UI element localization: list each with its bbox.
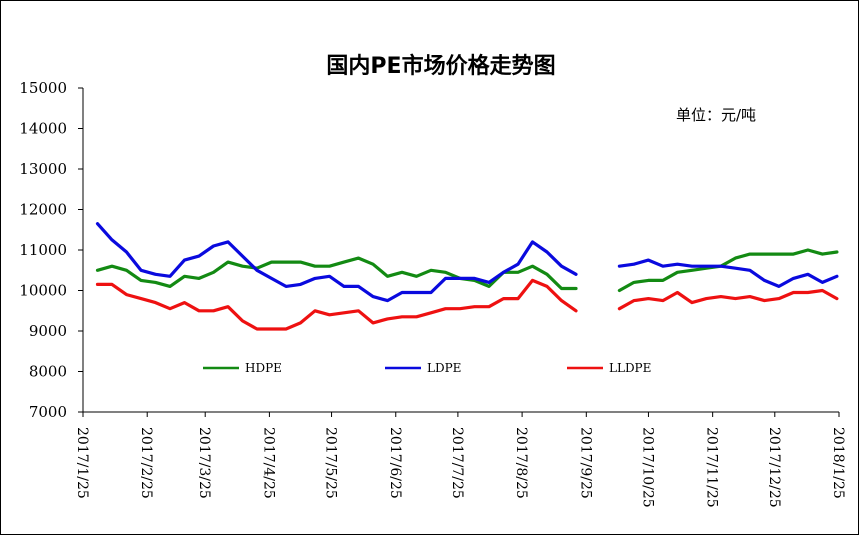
y-tick-label: 9000	[29, 322, 67, 340]
y-tick-label: 13000	[19, 160, 67, 178]
x-tick-label: 2017/6/25	[387, 427, 403, 499]
x-tick-label: 2017/12/25	[766, 427, 782, 508]
y-tick-label: 8000	[29, 363, 67, 381]
y-tick-label: 11000	[19, 241, 67, 259]
series-line	[95, 222, 578, 303]
series-line	[95, 256, 578, 291]
series-line	[617, 258, 839, 288]
unit-label: 单位：元/吨	[676, 106, 756, 124]
axes: 15000 14000 13000 12000 11000 10000 9000 8000 70…	[19, 79, 846, 508]
y-tick-label: 7000	[29, 403, 67, 421]
x-tick-label: 2017/8/25	[513, 427, 529, 499]
x-tick-label: 2017/7/25	[449, 427, 465, 499]
x-tick-label: 2017/11/25	[704, 427, 720, 508]
x-tick-label: 2017/2/25	[138, 427, 154, 499]
series-lldpe	[95, 278, 839, 331]
series-line	[617, 288, 839, 311]
y-tick-label: 14000	[19, 120, 67, 138]
x-tick-label: 2018/1/25	[830, 427, 846, 499]
series-ldpe	[95, 222, 839, 303]
x-tick-label: 2017/9/25	[577, 427, 593, 499]
x-tick-label: 2017/3/25	[196, 427, 212, 499]
series-line	[95, 278, 578, 331]
series-layer	[95, 222, 839, 331]
x-tick-label: 2017/1/25	[74, 427, 90, 499]
series-line	[617, 248, 839, 293]
legend: HDPE LDPE LLDPE	[203, 361, 651, 375]
x-tick-label: 2017/4/25	[260, 427, 276, 499]
legend-label: LLDPE	[609, 361, 651, 375]
y-tick-label: 12000	[19, 201, 67, 219]
legend-label: HDPE	[245, 361, 282, 375]
y-tick-label: 15000	[19, 79, 67, 97]
legend-label: LDPE	[427, 361, 461, 375]
chart-title: 国内PE市场价格走势图	[326, 53, 555, 79]
y-tick-label: 10000	[19, 282, 67, 300]
series-hdpe	[95, 248, 839, 293]
x-tick-label: 2017/10/25	[639, 427, 655, 508]
x-tick-label: 2017/5/25	[323, 427, 339, 499]
